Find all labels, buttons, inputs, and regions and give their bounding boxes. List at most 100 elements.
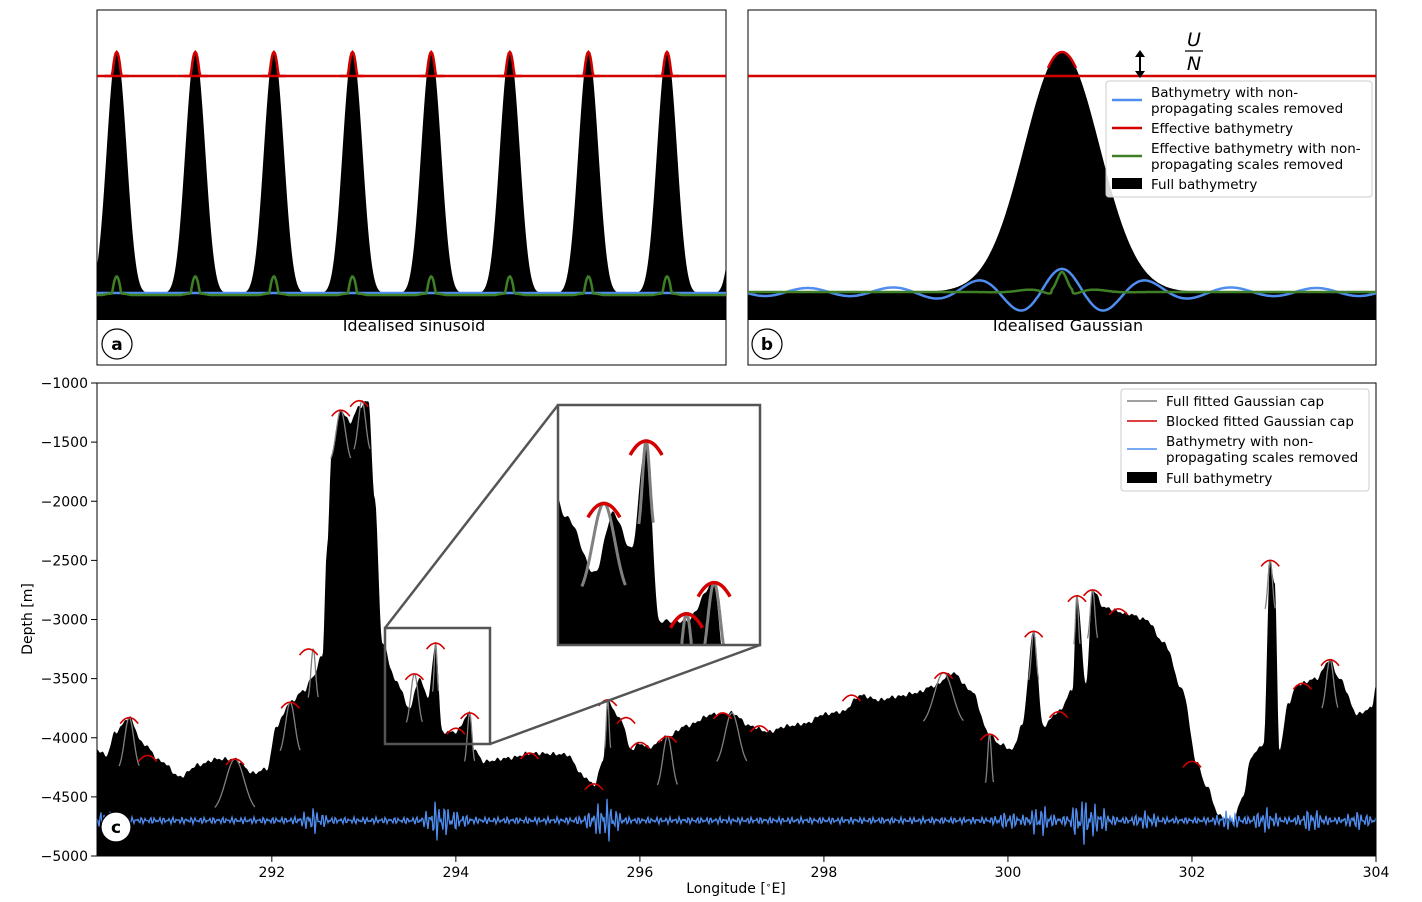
x-tick-label-4: 300	[995, 865, 1022, 881]
legend-b-label-blue: Bathymetry with non-propagating scales r…	[1151, 85, 1343, 117]
legend-c-label-red: Blocked fitted Gaussian cap	[1166, 414, 1354, 430]
red-cap-19	[841, 694, 862, 702]
c-x-axis-label: Longitude [∘E]	[686, 881, 786, 897]
c-x-axis: 292 294 296 298 300 302 304	[258, 856, 1389, 881]
c-y-axis-label: Depth [m]	[20, 583, 36, 655]
red-cap-16	[657, 735, 678, 744]
red-cap-6	[349, 399, 369, 408]
c-y-axis: −1000 −1500 −2000 −2500 −3000 −3500 −4000 −4500…	[41, 376, 97, 865]
a-effective-bathymetry-caps	[104, 50, 679, 78]
red-cap-5	[331, 409, 351, 417]
panel-b-title: Idealised Gaussian	[993, 316, 1143, 335]
gray-cap-11	[716, 712, 748, 762]
x-tick-label-5: 302	[1179, 865, 1206, 881]
red-cap-30	[1320, 658, 1340, 667]
inset-red-cap-1	[628, 439, 664, 456]
legend-b-swatch-black	[1112, 178, 1142, 189]
red-cap-0	[119, 716, 139, 725]
inset	[383, 403, 762, 746]
legend-c-label-black: Full bathymetry	[1166, 471, 1272, 487]
gray-cap-3	[307, 648, 319, 698]
red-cap-8	[425, 642, 446, 650]
red-cap-15	[630, 741, 650, 749]
red-cap-11	[519, 752, 540, 760]
red-cap-22	[1024, 630, 1044, 638]
panel-a-label: a	[111, 335, 122, 355]
panel-c-legend: Full fitted Gaussian cap Blocked fitted …	[1120, 388, 1370, 492]
y-tick-label-8: −5000	[41, 849, 88, 865]
inset-red-cap-3	[696, 580, 732, 598]
red-cap-4	[298, 648, 319, 656]
inset-bathymetry-fill	[558, 441, 732, 645]
b-full-bathymetry-fill	[748, 52, 1376, 320]
u-over-n-numerator: U	[1187, 29, 1201, 51]
red-cap-26	[1108, 608, 1129, 616]
panel-b-legend-box	[1105, 80, 1373, 198]
y-tick-label-0: −1000	[41, 376, 88, 392]
red-cap-14	[616, 716, 636, 725]
panel-c: −1000 −1500 −2000 −2500 −3000 −3500 −4000 −4500…	[20, 376, 1389, 897]
u-over-n-denominator: N	[1187, 53, 1201, 75]
y-tick-label-6: −4000	[41, 731, 88, 747]
red-cap-29	[1292, 682, 1313, 690]
b-bathymetry-non-propagating-removed-line	[748, 267, 1376, 312]
panel-c-label: c	[111, 818, 121, 838]
panel-c-legend-box	[1120, 388, 1370, 492]
panel-b-label: b	[761, 335, 773, 355]
legend-b-label-green: Effective bathymetry with non-propagatin…	[1151, 141, 1361, 173]
x-tick-label-3: 298	[811, 865, 838, 881]
red-cap-2	[225, 758, 245, 766]
panel-c-label-circle	[100, 811, 132, 843]
x-tick-label-6: 304	[1363, 865, 1390, 881]
b-effective-bathymetry-cap	[1046, 50, 1078, 69]
panel-b-label-circle	[751, 328, 783, 360]
y-tick-label-5: −3500	[41, 672, 88, 688]
y-tick-label-1: −1500	[41, 435, 88, 451]
red-cap-3	[280, 701, 300, 709]
legend-b-label-black: Full bathymetry	[1151, 177, 1257, 193]
red-cap-17	[713, 712, 733, 720]
red-cap-23	[1048, 710, 1069, 719]
red-cap-7	[404, 673, 425, 681]
inset-gaussian-caps	[580, 439, 732, 645]
red-cap-9	[446, 727, 466, 735]
legend-c-label-gray: Full fitted Gaussian cap	[1166, 394, 1324, 410]
inset-red-cap-2	[668, 612, 705, 629]
c-full-bathymetry-fill	[97, 401, 1376, 856]
x-tick-label-0: 292	[258, 865, 285, 881]
y-tick-label-4: −3000	[41, 613, 88, 629]
red-cap-20	[933, 671, 954, 680]
y-tick-label-2: −2000	[41, 494, 88, 510]
c-bathymetry-non-propagating-removed-line	[97, 798, 1376, 845]
c-blocked-fitted-gaussian-caps	[119, 399, 1340, 791]
u-over-n-annotation: U N	[1135, 29, 1203, 78]
red-cap-18	[749, 725, 770, 733]
y-tick-label-3: −2500	[41, 553, 88, 569]
red-cap-10	[460, 712, 480, 720]
red-cap-1	[137, 754, 158, 762]
u-over-n-arrowhead-down	[1135, 71, 1145, 78]
inset-connector-top	[384, 404, 559, 629]
inset-red-cap-0	[586, 501, 622, 519]
x-tick-label-2: 296	[627, 865, 654, 881]
a-effective-non-propagating-removed-line	[97, 274, 726, 297]
panel-a-title: Idealised sinusoid	[343, 316, 486, 335]
panel-a: Idealised sinusoid a	[96, 9, 727, 366]
red-cap-21	[979, 733, 1000, 741]
legend-b-label-red: Effective bathymetry	[1151, 121, 1293, 137]
red-cap-12	[584, 783, 604, 791]
panel-a-label-circle	[101, 328, 133, 360]
panel-b: U N Bathymetry with non-propagating scal…	[747, 9, 1377, 366]
red-cap-27	[1182, 760, 1202, 768]
u-over-n-arrowhead-up	[1135, 50, 1145, 57]
inset-source-box	[383, 626, 492, 746]
inset-connector-bottom	[489, 643, 761, 746]
red-cap-25	[1082, 589, 1103, 597]
legend-c-label-blue: Bathymetry with non-propagating scales r…	[1166, 434, 1358, 466]
legend-c-swatch-black	[1127, 472, 1157, 483]
inset-frame	[556, 403, 762, 647]
y-tick-label-7: −4500	[41, 790, 88, 806]
red-cap-24	[1067, 594, 1087, 603]
panel-b-legend: Bathymetry with non-propagating scales r…	[1105, 80, 1373, 198]
